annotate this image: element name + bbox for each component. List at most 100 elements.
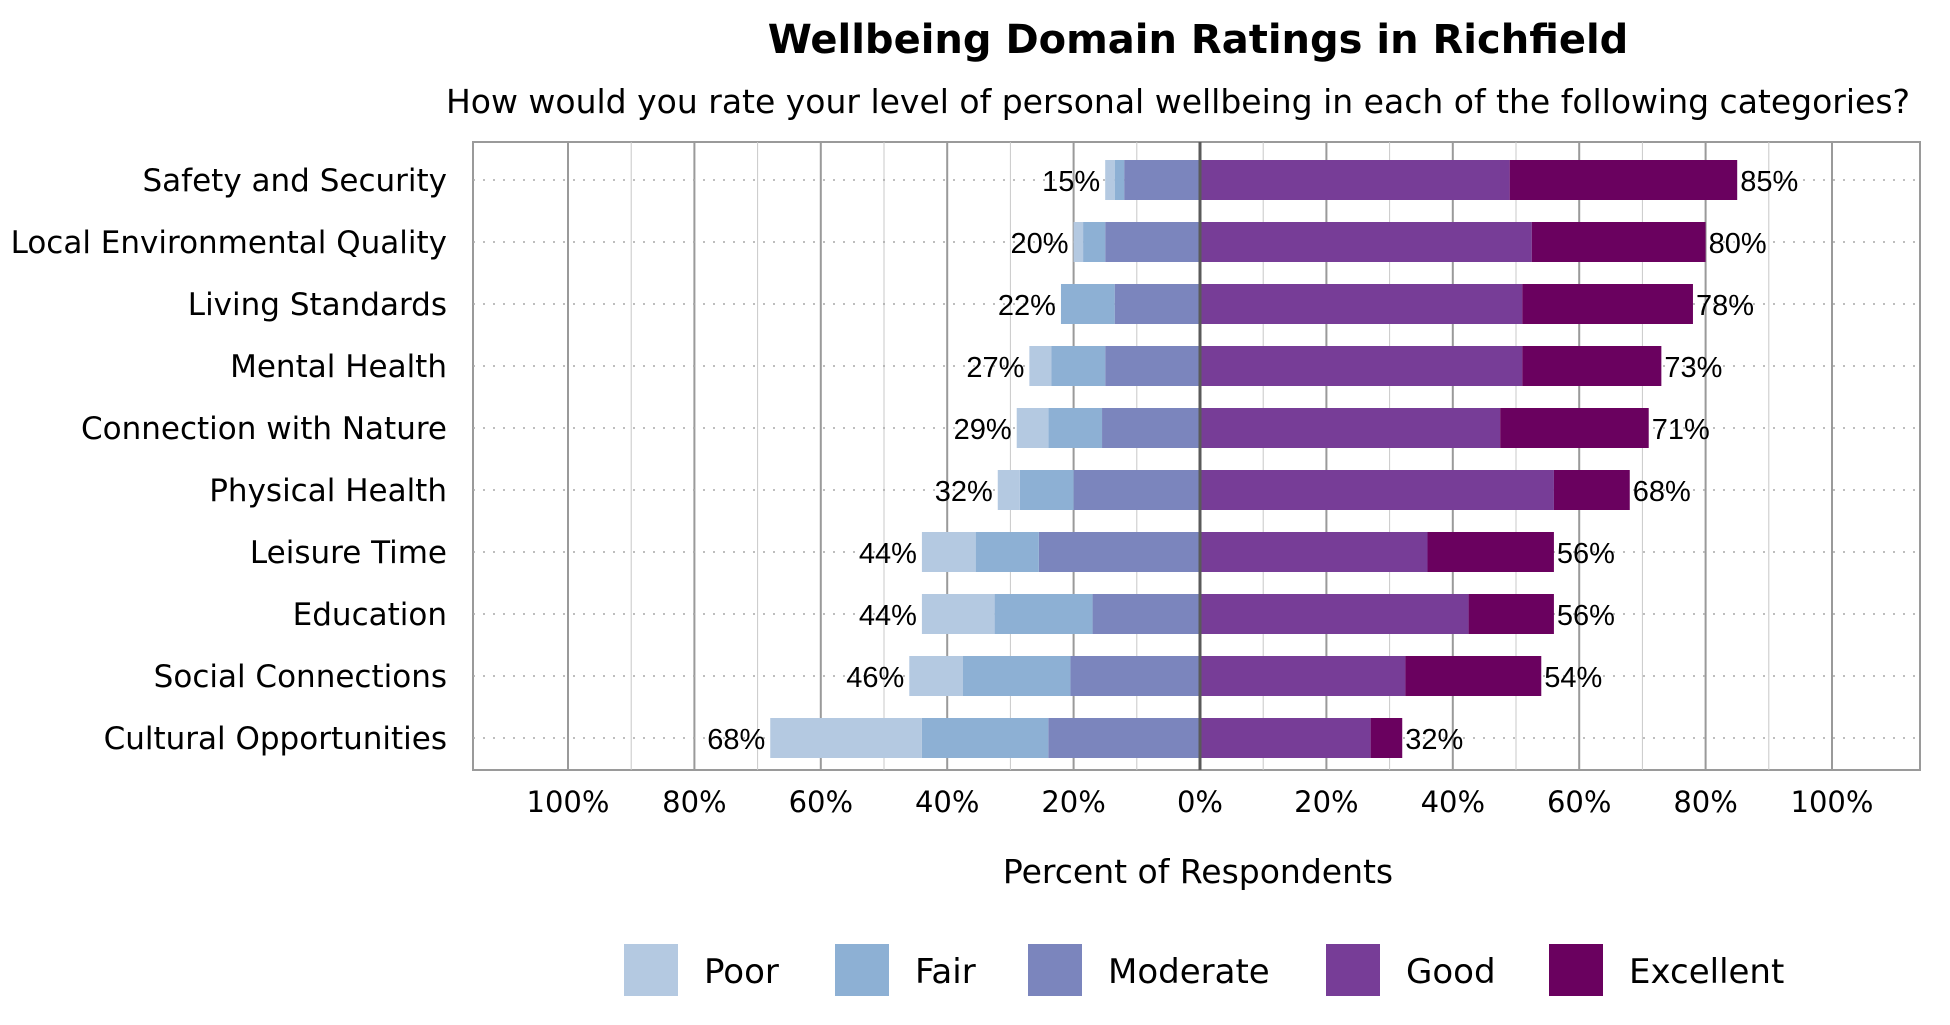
x-tick-label: 100%: [527, 785, 610, 819]
bar-poor-social-connections: [909, 656, 963, 696]
bar-excellent-leisure-time: [1427, 532, 1554, 572]
legend-swatch-good: [1326, 944, 1380, 996]
bar-poor-physical-health: [997, 470, 1020, 510]
labels-layer: 100% 80% 60% 40% 20% 0% 20% 40% 60% 80% 100% Safety…: [11, 163, 1874, 819]
bar-moderate-local-environmental-quality: [1105, 222, 1200, 262]
bar-excellent-social-connections: [1405, 656, 1542, 696]
bar-fair-safety-and-security: [1114, 160, 1125, 200]
category-label-physical-health: Physical Health: [209, 473, 447, 509]
negative-total-label: 44%: [859, 538, 917, 570]
bar-excellent-safety-and-security: [1509, 160, 1738, 200]
bar-fair-physical-health: [1019, 470, 1074, 510]
bar-good-leisure-time: [1200, 532, 1428, 572]
legend-item-moderate: Moderate: [1028, 944, 1270, 996]
negative-total-label: 44%: [859, 600, 917, 632]
bar-moderate-connection-with-nature: [1102, 408, 1200, 448]
category-label-cultural-opportunities: Cultural Opportunities: [104, 721, 447, 757]
bar-excellent-living-standards: [1522, 284, 1693, 324]
legend-swatch-poor: [624, 944, 678, 996]
bar-poor-education: [921, 594, 995, 634]
x-tick-label: 100%: [1791, 785, 1874, 819]
chart-title: Wellbeing Domain Ratings in Richfield: [768, 17, 1629, 63]
x-tick-label: 80%: [1673, 785, 1737, 819]
x-tick-label: 60%: [789, 785, 853, 819]
bar-fair-education: [994, 594, 1093, 634]
bar-good-education: [1200, 594, 1469, 634]
x-axis-title: Percent of Respondents: [1003, 852, 1393, 891]
legend-label-good: Good: [1406, 952, 1496, 992]
negative-total-label: 68%: [707, 724, 765, 756]
x-tick-label: 80%: [662, 785, 726, 819]
positive-total-label: 78%: [1696, 290, 1754, 322]
bar-moderate-living-standards: [1114, 284, 1200, 324]
bar-poor-mental-health: [1029, 346, 1052, 386]
negative-total-label: 15%: [1042, 166, 1100, 198]
bar-fair-local-environmental-quality: [1083, 222, 1106, 262]
bar-moderate-cultural-opportunities: [1048, 718, 1200, 758]
bar-moderate-physical-health: [1073, 470, 1200, 510]
legend-item-poor: Poor: [624, 944, 779, 996]
bars-layer: [770, 142, 1738, 770]
negative-total-label: 27%: [966, 352, 1024, 384]
bar-good-local-environmental-quality: [1200, 222, 1532, 262]
bar-moderate-leisure-time: [1038, 532, 1200, 572]
legend-swatch-fair: [835, 944, 889, 996]
bar-fair-connection-with-nature: [1048, 408, 1103, 448]
bar-excellent-physical-health: [1553, 470, 1630, 510]
x-tick-label: 40%: [1421, 785, 1485, 819]
x-tick-label: 40%: [915, 785, 979, 819]
x-tick-label: 60%: [1547, 785, 1611, 819]
positive-total-label: 54%: [1544, 662, 1602, 694]
legend-label-excellent: Excellent: [1629, 952, 1784, 992]
bar-fair-leisure-time: [975, 532, 1039, 572]
bar-good-living-standards: [1200, 284, 1523, 324]
legend-label-poor: Poor: [704, 952, 779, 992]
bar-fair-mental-health: [1051, 346, 1106, 386]
positive-total-label: 73%: [1664, 352, 1722, 384]
positive-total-label: 85%: [1740, 166, 1798, 198]
bar-fair-cultural-opportunities: [921, 718, 1049, 758]
bar-moderate-safety-and-security: [1124, 160, 1200, 200]
legend-swatch-excellent: [1549, 944, 1603, 996]
legend-item-good: Good: [1326, 944, 1496, 996]
bar-good-social-connections: [1200, 656, 1406, 696]
bar-excellent-connection-with-nature: [1500, 408, 1649, 448]
bar-good-safety-and-security: [1200, 160, 1510, 200]
legend-item-excellent: Excellent: [1549, 944, 1784, 996]
bar-good-physical-health: [1200, 470, 1554, 510]
legend-item-fair: Fair: [835, 944, 976, 996]
bar-poor-leisure-time: [921, 532, 976, 572]
bar-poor-connection-with-nature: [1016, 408, 1049, 448]
x-tick-label: 20%: [1294, 785, 1358, 819]
category-label-leisure-time: Leisure Time: [250, 535, 447, 571]
category-label-mental-health: Mental Health: [230, 349, 447, 385]
legend-label-fair: Fair: [915, 952, 976, 992]
negative-total-label: 46%: [846, 662, 904, 694]
positive-total-label: 32%: [1405, 724, 1463, 756]
positive-total-label: 80%: [1709, 228, 1767, 260]
bar-moderate-social-connections: [1070, 656, 1200, 696]
bar-fair-living-standards: [1060, 284, 1115, 324]
category-label-safety-and-security: Safety and Security: [143, 163, 448, 199]
category-label-living-standards: Living Standards: [188, 287, 447, 323]
bar-good-cultural-opportunities: [1200, 718, 1371, 758]
bar-excellent-cultural-opportunities: [1370, 718, 1403, 758]
legend-label-moderate: Moderate: [1108, 952, 1270, 992]
positive-total-label: 68%: [1633, 476, 1691, 508]
negative-total-label: 29%: [954, 414, 1012, 446]
positive-total-label: 56%: [1557, 538, 1615, 570]
bar-good-connection-with-nature: [1200, 408, 1501, 448]
legend: Poor Fair Moderate Good Excellent: [624, 944, 1784, 996]
category-label-local-environmental-quality: Local Environmental Quality: [11, 225, 447, 261]
bar-moderate-mental-health: [1105, 346, 1200, 386]
bar-excellent-local-environmental-quality: [1531, 222, 1706, 262]
negative-total-label: 20%: [1011, 228, 1069, 260]
negative-total-label: 22%: [998, 290, 1056, 322]
bar-fair-social-connections: [963, 656, 1071, 696]
positive-total-label: 71%: [1652, 414, 1710, 446]
negative-total-label: 32%: [935, 476, 993, 508]
bar-good-mental-health: [1200, 346, 1523, 386]
bar-moderate-education: [1092, 594, 1200, 634]
